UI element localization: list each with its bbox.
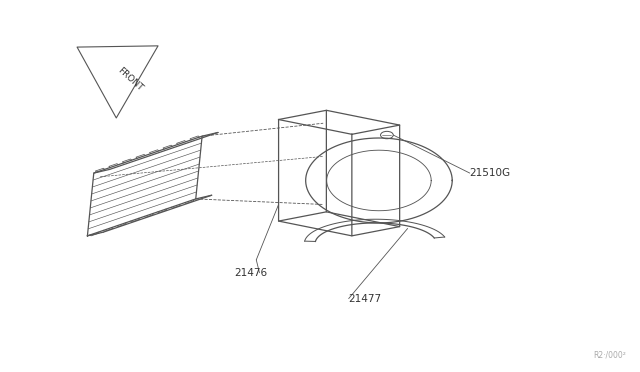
Text: R2·/000²: R2·/000² [593, 350, 626, 359]
Text: 21476: 21476 [234, 268, 267, 278]
Text: 21510G: 21510G [470, 168, 511, 178]
Text: FRONT: FRONT [116, 66, 145, 93]
Text: 21477: 21477 [349, 294, 382, 304]
